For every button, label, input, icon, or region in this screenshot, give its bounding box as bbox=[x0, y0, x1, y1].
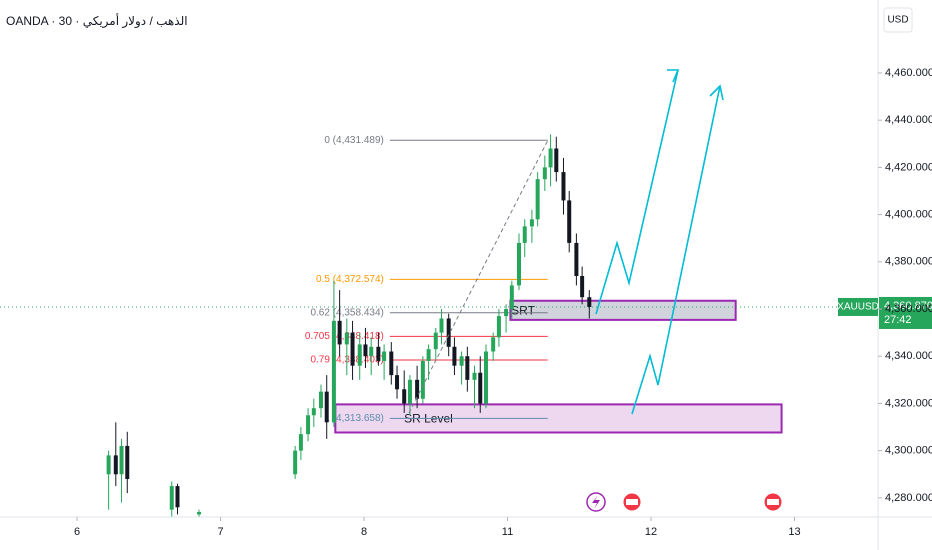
x-tick-label: 11 bbox=[502, 526, 513, 538]
fib-label: 0.5 (4,372.574) bbox=[316, 274, 384, 285]
arrow-2 bbox=[631, 85, 721, 415]
y-tick-label: 4,460.000 bbox=[885, 67, 932, 79]
candle-body bbox=[478, 372, 483, 404]
candle-body bbox=[298, 434, 303, 451]
lightning bbox=[592, 495, 600, 509]
x-tick-label: 12 bbox=[645, 526, 657, 538]
candle-body bbox=[369, 346, 374, 357]
flag bbox=[626, 499, 638, 505]
candle-body bbox=[113, 455, 118, 475]
candle-body bbox=[324, 391, 329, 423]
candle-body bbox=[125, 445, 130, 479]
arrow-1 bbox=[595, 69, 679, 315]
fib-label: 0.62 (4,358.434) bbox=[310, 307, 383, 318]
candle-body bbox=[344, 332, 349, 345]
event-icons bbox=[586, 492, 783, 512]
candle-body bbox=[452, 346, 457, 366]
candle-body bbox=[446, 318, 451, 347]
fib-label: 1 (4,313.658) bbox=[324, 413, 384, 424]
candle-body bbox=[306, 415, 311, 435]
candle-body bbox=[465, 356, 470, 380]
candle-body bbox=[574, 242, 579, 276]
y-tick-label: 4,300.000 bbox=[885, 445, 932, 457]
y-tick-label: 4,380.000 bbox=[885, 256, 932, 268]
currency-box[interactable] bbox=[883, 7, 913, 33]
candle-body bbox=[516, 242, 521, 286]
candle-body bbox=[561, 172, 566, 201]
projection-arrows bbox=[595, 69, 724, 415]
x-tick-label: 6 bbox=[74, 526, 80, 538]
candle-body bbox=[337, 320, 342, 345]
candle-body bbox=[175, 486, 180, 508]
overlay: XAUUSD 4,360.870 27:42 bbox=[837, 296, 932, 329]
candle-body bbox=[522, 226, 527, 243]
fib-label: 0 (4,431.489) bbox=[324, 135, 384, 146]
candle-body bbox=[363, 344, 368, 357]
arrow-1-head bbox=[667, 69, 680, 83]
candle-body bbox=[331, 320, 336, 423]
candle-body bbox=[407, 379, 412, 404]
candle-body bbox=[567, 200, 572, 243]
x-tick-label: 7 bbox=[217, 526, 223, 538]
candle-body bbox=[587, 297, 592, 307]
fib-label: 0.705 (4,348.418) bbox=[305, 331, 384, 342]
flag bbox=[767, 499, 779, 505]
candle-body bbox=[529, 219, 534, 227]
candle-body bbox=[169, 486, 174, 510]
candle-body bbox=[491, 337, 496, 352]
candle-body bbox=[197, 512, 202, 515]
candle-body bbox=[426, 349, 431, 361]
candle-body bbox=[293, 450, 298, 475]
candle-body bbox=[439, 318, 444, 333]
x-tick-label: 13 bbox=[788, 526, 800, 538]
candle-body bbox=[119, 445, 124, 475]
chart-title: OANDA · 30 · الذهب / دولار أمريكي bbox=[6, 13, 188, 29]
y-tick-label: 4,280.000 bbox=[885, 492, 932, 504]
candle-body bbox=[415, 379, 420, 399]
countdown: 27:42 bbox=[884, 314, 912, 326]
fib-trend-line bbox=[408, 139, 549, 414]
candle-body bbox=[472, 372, 477, 380]
candle-body bbox=[509, 285, 514, 310]
zone bbox=[509, 299, 737, 321]
y-tick-label: 4,420.000 bbox=[885, 161, 932, 173]
y-tick-label: 4,440.000 bbox=[885, 114, 932, 126]
candle-body bbox=[496, 316, 501, 338]
currency: USD bbox=[887, 15, 908, 26]
candle-body bbox=[350, 332, 355, 366]
candle-body bbox=[106, 455, 111, 475]
candle-body bbox=[535, 179, 540, 220]
candle-body bbox=[433, 332, 438, 350]
arrow-2-head bbox=[709, 84, 724, 101]
candle-body bbox=[420, 360, 425, 399]
candle-body bbox=[395, 375, 400, 390]
candle-body bbox=[318, 391, 323, 409]
candle-body bbox=[357, 344, 362, 366]
candle-body bbox=[311, 408, 316, 416]
candle-body bbox=[483, 351, 488, 404]
symbol-label: XAUUSD bbox=[837, 302, 879, 313]
candle-body bbox=[542, 167, 547, 180]
y-tick-label: 4,360.000 bbox=[885, 303, 932, 315]
candle-body bbox=[504, 309, 509, 317]
y-tick-label: 4,340.000 bbox=[885, 350, 932, 362]
candle-body bbox=[580, 275, 585, 298]
candle-body bbox=[459, 356, 464, 366]
candle-body bbox=[376, 346, 381, 361]
symbol-box bbox=[838, 297, 878, 316]
candle-body bbox=[402, 389, 407, 404]
x-tick-label: 8 bbox=[361, 526, 367, 538]
last-price-box bbox=[879, 296, 932, 329]
zone-label: SRT bbox=[511, 303, 535, 317]
y-tick-label: 4,320.000 bbox=[885, 397, 932, 409]
candle-body bbox=[382, 351, 387, 361]
candle-body bbox=[554, 148, 559, 173]
y-tick-label: 4,400.000 bbox=[885, 208, 932, 220]
candle-body bbox=[548, 148, 553, 168]
candle-body bbox=[389, 351, 394, 376]
last-price-label: 4,360.870 bbox=[884, 300, 932, 312]
